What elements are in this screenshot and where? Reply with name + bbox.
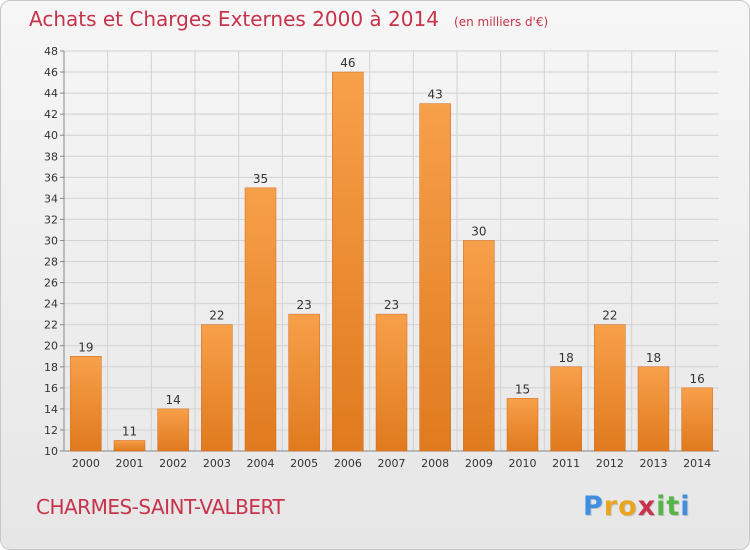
- x-tick-label: 2007: [378, 457, 406, 470]
- data-label: 43: [428, 88, 443, 102]
- y-tick-label: 14: [44, 403, 58, 416]
- bars: [70, 71, 713, 452]
- logo-letter: x: [637, 491, 657, 522]
- y-tick-label: 48: [44, 45, 58, 58]
- chart-unit: (en milliers d'€): [454, 15, 549, 29]
- y-tick-label: 46: [44, 66, 58, 79]
- x-tick-label: 2011: [552, 457, 580, 470]
- data-labels: 19 11 14 22 35 23 46 23 43 30 15 18 22 18 16: [78, 56, 705, 438]
- logo-letter: t: [666, 491, 681, 522]
- data-label: 18: [559, 351, 574, 365]
- x-tick-label: 2012: [596, 457, 624, 470]
- y-tick-label: 18: [44, 361, 58, 374]
- x-tick-label: 2002: [159, 457, 187, 470]
- logo-letter: i: [656, 491, 667, 522]
- bar: [244, 187, 277, 452]
- x-tick-label: 2003: [203, 457, 231, 470]
- data-label: 30: [471, 224, 486, 238]
- bar: [463, 240, 495, 452]
- data-label: 19: [78, 340, 93, 354]
- data-label: 14: [166, 393, 181, 407]
- data-label: 23: [384, 298, 399, 312]
- bar: [594, 324, 626, 452]
- y-tick-label: 24: [44, 298, 58, 311]
- data-label: 11: [122, 424, 137, 438]
- bar: [681, 387, 713, 452]
- bar: [419, 103, 451, 452]
- y-tick-label: 10: [44, 445, 58, 458]
- x-tick-label: 2014: [683, 457, 711, 470]
- data-label: 35: [253, 172, 268, 186]
- x-tick-label: 2001: [116, 457, 144, 470]
- bar: [332, 71, 364, 452]
- x-tick-label: 2009: [465, 457, 493, 470]
- x-tick-label: 2008: [421, 457, 449, 470]
- data-label: 16: [690, 372, 705, 386]
- y-tick-label: 26: [44, 277, 58, 290]
- y-tick-label: 44: [44, 87, 58, 100]
- y-tick-label: 22: [44, 319, 58, 332]
- bar: [113, 440, 146, 452]
- logo-letter: o: [618, 491, 638, 522]
- bar: [201, 324, 233, 452]
- data-label: 22: [209, 309, 224, 323]
- bar: [375, 313, 408, 452]
- logo-letter: r: [603, 491, 619, 522]
- logo-letter: i: [680, 491, 691, 522]
- y-tick-label: 16: [44, 382, 58, 395]
- y-tick-label: 42: [44, 108, 58, 121]
- logo-letter: P: [583, 491, 604, 522]
- y-tick-label: 36: [44, 171, 58, 184]
- commune-name: CHARMES-SAINT-VALBERT: [36, 495, 285, 519]
- data-label: 23: [297, 298, 312, 312]
- y-tick-label: 30: [44, 234, 58, 247]
- y-tick-label: 28: [44, 256, 58, 269]
- bar: [550, 366, 582, 452]
- data-label: 18: [646, 351, 661, 365]
- chart-header: Achats et Charges Externes 2000 à 2014 (…: [29, 7, 548, 31]
- x-tick-label: 2013: [640, 457, 668, 470]
- bar: [637, 366, 670, 452]
- data-label: 46: [340, 56, 355, 70]
- data-label: 15: [515, 382, 530, 396]
- bar: [288, 313, 320, 452]
- y-tick-label: 12: [44, 424, 58, 437]
- proxiti-logo: Proxiti: [583, 491, 691, 522]
- x-tick-label: 2006: [334, 457, 362, 470]
- data-label: 22: [602, 309, 617, 323]
- x-tick-label: 2005: [290, 457, 318, 470]
- y-tick-label: 20: [44, 340, 58, 353]
- bar: [157, 408, 189, 452]
- y-tick-label: 38: [44, 150, 58, 163]
- bar: [506, 398, 539, 452]
- y-tick-label: 32: [44, 213, 58, 226]
- x-tick-label: 2004: [247, 457, 275, 470]
- y-tick-label: 40: [44, 129, 58, 142]
- bar: [70, 356, 102, 452]
- x-tick-label: 2000: [72, 457, 100, 470]
- y-tick-label: 34: [44, 192, 58, 205]
- x-tick-label: 2010: [509, 457, 537, 470]
- chart-title: Achats et Charges Externes 2000 à 2014: [29, 7, 439, 31]
